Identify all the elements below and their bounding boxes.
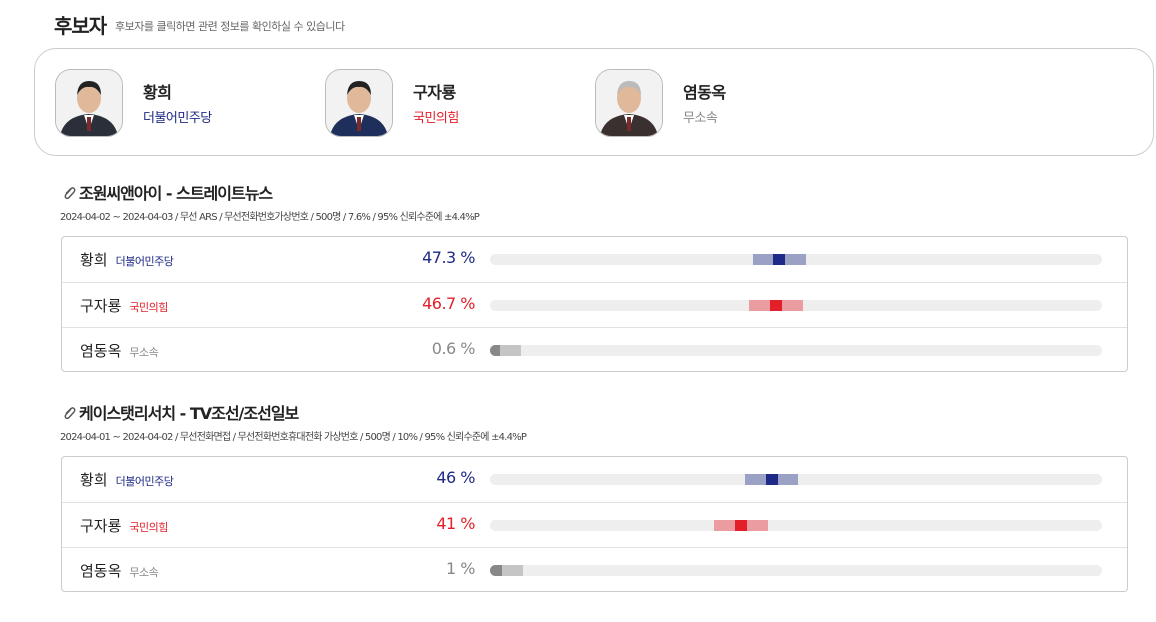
portrait (596, 70, 662, 136)
poll-row: 구자룡 국민의힘 41 % (62, 502, 1127, 547)
poll-table: 황희 더불어민주당 46 % 구자룡 국민의힘 41 % 염동옥 무소속 1 % (61, 456, 1128, 592)
poll-title-text: 케이스탯리서치 - TV조선/조선일보 (79, 404, 299, 423)
bar-track (490, 520, 1102, 531)
value-marker (490, 345, 500, 356)
clip-icon (64, 407, 76, 420)
row-party: 더불어민주당 (115, 255, 174, 268)
poll-table: 황희 더불어민주당 47.3 % 구자룡 국민의힘 46.7 % 염동옥 무소속 0.6 % (61, 236, 1128, 372)
row-name: 구자룡 (80, 297, 122, 315)
poll-title: 조원씨앤아이 - 스트레이트뉴스 (62, 180, 273, 204)
candidate-photo (325, 69, 393, 137)
margin-band (490, 565, 524, 576)
poll-title-text: 조원씨앤아이 - 스트레이트뉴스 (79, 184, 273, 203)
row-name: 황희 (80, 471, 108, 489)
row-value: 46 % (436, 468, 475, 487)
bar-track (490, 300, 1102, 311)
poll-row: 황희 더불어민주당 46 % (62, 457, 1127, 502)
value-marker (490, 565, 503, 576)
candidate-name: 염동옥 (683, 83, 726, 102)
row-party: 국민의힘 (129, 521, 168, 534)
row-name-group: 황희 더불어민주당 (80, 469, 174, 490)
poll-row: 염동옥 무소속 1 % (62, 547, 1127, 592)
row-value: 0.6 % (431, 339, 476, 358)
bar-track (490, 345, 1102, 356)
row-party: 무소속 (129, 346, 159, 359)
candidate-photo (595, 69, 663, 137)
bar-track (490, 565, 1102, 576)
row-value: 41 % (436, 514, 475, 533)
row-name: 황희 (80, 251, 108, 269)
row-name: 염동옥 (80, 562, 122, 580)
row-value: 1 % (446, 559, 475, 578)
row-name-group: 구자룡 국민의힘 (80, 515, 168, 536)
candidate-party: 국민의힘 (413, 111, 459, 126)
candidate-photo (55, 69, 123, 137)
row-name-group: 염동옥 무소속 (80, 340, 159, 361)
row-party: 더불어민주당 (115, 475, 174, 488)
row-name: 구자룡 (80, 517, 122, 535)
candidate-party: 무소속 (683, 111, 718, 126)
value-marker (769, 300, 782, 311)
value-marker (765, 474, 778, 485)
row-value: 46.7 % (422, 294, 475, 313)
row-name-group: 염동옥 무소속 (80, 560, 159, 581)
row-value: 47.3 % (422, 248, 475, 267)
value-marker (734, 520, 747, 531)
candidate-party: 더불어민주당 (143, 111, 212, 126)
poll-row: 황희 더불어민주당 47.3 % (62, 237, 1127, 282)
poll-meta-text: 2024-04-01 ~ 2024-04-02 / 무선전화면접 / 무선전화번… (60, 432, 499, 443)
clip-icon (64, 187, 76, 200)
bar-track (490, 474, 1102, 485)
row-name-group: 구자룡 국민의힘 (80, 295, 168, 316)
poll-meta-text: 2024-04-02 ~ 2024-04-03 / 무선 ARS / 무선전화번… (60, 212, 452, 223)
portrait (326, 70, 392, 136)
portrait (56, 70, 122, 136)
value-marker (773, 254, 786, 265)
bar-track (490, 254, 1102, 265)
candidate-name: 구자룡 (413, 83, 456, 102)
row-party: 무소속 (129, 566, 159, 579)
poll-margin: 4.4%P (451, 212, 480, 223)
poll-margin: 4.4%P (498, 432, 527, 443)
row-name-group: 황희 더불어민주당 (80, 249, 174, 270)
poll-meta: 2024-04-02 ~ 2024-04-03 / 무선 ARS / 무선전화번… (60, 208, 480, 223)
poll-row: 구자룡 국민의힘 46.7 % (62, 282, 1127, 327)
candidate-name: 황희 (143, 83, 172, 102)
margin-band (490, 345, 521, 356)
section-title: 후보자 (54, 14, 107, 38)
poll-meta: 2024-04-01 ~ 2024-04-02 / 무선전화면접 / 무선전화번… (60, 428, 527, 443)
row-name: 염동옥 (80, 342, 122, 360)
poll-row: 염동옥 무소속 0.6 % (62, 327, 1127, 372)
section-subtitle: 후보자를 클릭하면 관련 정보를 확인하실 수 있습니다 (115, 20, 345, 33)
poll-title: 케이스탯리서치 - TV조선/조선일보 (62, 400, 299, 424)
row-party: 국민의힘 (129, 301, 168, 314)
